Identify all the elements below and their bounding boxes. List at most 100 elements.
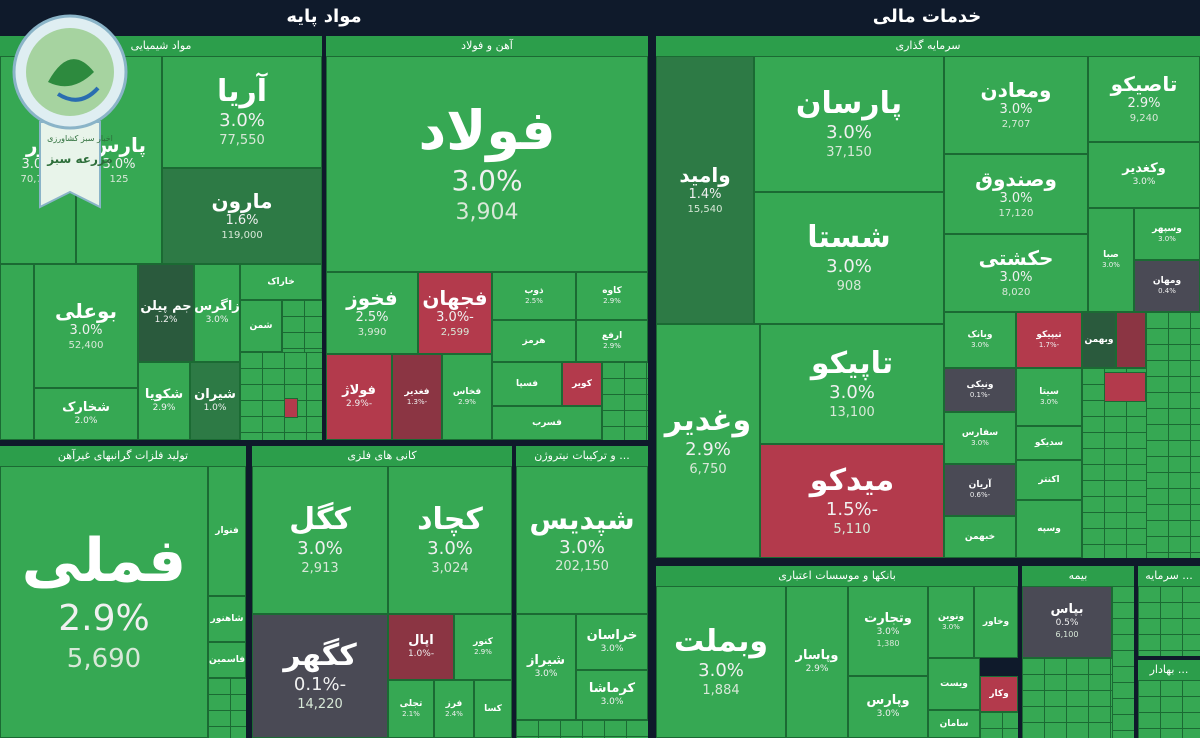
tile-zagros[interactable]: زاگرس 3.0% bbox=[194, 264, 240, 362]
tile-vbehmr[interactable]: وبهمن bbox=[1082, 312, 1116, 368]
tile-pct: 3.0% bbox=[69, 322, 103, 338]
tile-aryan[interactable]: آریان -0.6% bbox=[944, 464, 1016, 516]
small-tiles-investment[interactable] bbox=[1146, 312, 1200, 558]
tile-kharg[interactable]: شخارک 2.0% bbox=[34, 388, 138, 440]
tile-fghadir[interactable]: فغدیر -1.3% bbox=[392, 354, 442, 440]
tile-vkadir[interactable]: وکغدیر 3.0% bbox=[1088, 142, 1200, 208]
group-title-fertilizer[interactable]: ... و ترکیبات نیتروژن bbox=[516, 446, 648, 467]
small-tiles-chemical[interactable] bbox=[282, 300, 322, 352]
tile-arfa[interactable]: ارفع 2.9% bbox=[576, 320, 648, 362]
small-tiles-banks[interactable] bbox=[980, 712, 1018, 738]
tile-tipico[interactable]: تیپیکو -1.7% bbox=[1016, 312, 1082, 368]
tile-fajahan[interactable]: فجهان -3.0% 2,599 bbox=[418, 272, 492, 354]
tile-fkhooz[interactable]: فخوز 2.5% 3,990 bbox=[326, 272, 418, 354]
group-title-nonferrous[interactable]: تولید فلزات گرانبهای غیرآهن bbox=[0, 446, 246, 467]
tile-vnvin[interactable]: ونوین 3.0% bbox=[928, 586, 974, 658]
tile-vomid[interactable]: وامید 1.4% 15,540 bbox=[656, 56, 754, 324]
tile-red-medium[interactable] bbox=[1116, 312, 1146, 368]
tile-vnikki[interactable]: ونیکی -0.1% bbox=[944, 368, 1016, 412]
tile-tasico[interactable]: تاصیکو 2.9% 9,240 bbox=[1088, 56, 1200, 142]
group-title-brokerage[interactable]: ... بهادار bbox=[1138, 660, 1200, 681]
tile-vtejarat[interactable]: وتجارت 3.0% 1,380 bbox=[848, 586, 928, 676]
tile-fsepa[interactable]: فسپا bbox=[492, 362, 562, 406]
small-tiles-capital[interactable] bbox=[1138, 586, 1200, 656]
tile-bouali[interactable]: بوعلی 3.0% 52,400 bbox=[34, 264, 138, 388]
group-title-insurance[interactable]: بیمه bbox=[1022, 566, 1134, 587]
group-title-metal-mining[interactable]: کانی های فلزی bbox=[252, 446, 512, 467]
tile-apal[interactable]: اپال -1.0% bbox=[388, 614, 454, 680]
tile-foolaz[interactable]: فولاژ -2.9% bbox=[326, 354, 392, 440]
tile-foolad[interactable]: فولاد 3.0% 3,904 bbox=[326, 56, 648, 272]
small-tiles-insurance[interactable] bbox=[1112, 586, 1134, 738]
tile-khorasan[interactable]: خراسان 3.0% bbox=[576, 614, 648, 670]
tile-vpasar[interactable]: وپاسار 2.9% bbox=[786, 586, 848, 738]
tile-shaharr[interactable]: شاهنور bbox=[208, 596, 246, 642]
tile-jampilan[interactable]: جم پیلن 1.2% bbox=[138, 264, 194, 362]
tile-kasa[interactable]: کسا bbox=[474, 680, 512, 738]
tile-vghadir[interactable]: وغدیر 2.9% 6,750 bbox=[656, 324, 760, 558]
small-tiles-fertilizer[interactable] bbox=[516, 720, 648, 738]
tile-vsafar[interactable]: سفارس 3.0% bbox=[944, 412, 1016, 464]
tile-hormoz[interactable]: هرمز bbox=[492, 320, 576, 362]
tile-khazar[interactable]: خاراک bbox=[240, 264, 322, 300]
tile-bpas[interactable]: بپاس 0.5% 6,100 bbox=[1022, 586, 1112, 658]
tile-shmen[interactable]: شمن bbox=[240, 300, 282, 352]
tile-kaveh[interactable]: کاوه 2.9% bbox=[576, 272, 648, 320]
tile-vkar[interactable]: وکار bbox=[980, 676, 1018, 712]
tile-midco[interactable]: میدکو -1.5% 5,110 bbox=[760, 444, 944, 558]
tile-kechad[interactable]: کچاد 3.0% 3,024 bbox=[388, 466, 512, 614]
tile-kenoor[interactable]: کنور 2.9% bbox=[454, 614, 512, 680]
tile-aria[interactable]: آریا 3.0% 77,550 bbox=[162, 56, 322, 168]
tile-vbank[interactable]: وبانک 3.0% bbox=[944, 312, 1016, 368]
tile-shpdis[interactable]: شپدیس 3.0% 202,150 bbox=[516, 466, 648, 614]
group-title-steel[interactable]: آهن و فولاد bbox=[326, 36, 648, 57]
tile-shiraz[interactable]: شیراز 3.0% bbox=[516, 614, 576, 720]
small-tiles-brokerage[interactable] bbox=[1138, 680, 1200, 738]
tile-fnavard[interactable]: فنوار bbox=[208, 466, 246, 596]
tile-saba[interactable]: صبا 3.0% bbox=[1088, 208, 1134, 312]
tile-pct: 2.4% bbox=[445, 709, 463, 718]
group-title-banks[interactable]: بانکها و موسسات اعتباری bbox=[656, 566, 1018, 587]
tile-sdiko[interactable]: سدیکو bbox=[1016, 426, 1082, 460]
tile-shasta[interactable]: شستا 3.0% 908 bbox=[754, 192, 944, 324]
tile-shekooya[interactable]: شکویا 2.9% bbox=[138, 362, 190, 440]
tile-shiran[interactable]: شیران 1.0% bbox=[190, 362, 240, 440]
tile-kermasha[interactable]: کرماشا 3.0% bbox=[576, 670, 648, 720]
small-tiles-insurance-2[interactable] bbox=[1022, 658, 1112, 738]
tile-parsan[interactable]: پارسان 3.0% 37,150 bbox=[754, 56, 944, 192]
tile-vist[interactable]: ویست bbox=[928, 658, 980, 710]
tile-kagol[interactable]: کگل 3.0% 2,913 bbox=[252, 466, 388, 614]
tile-hekshti[interactable]: حکشتی 3.0% 8,020 bbox=[944, 234, 1088, 312]
tile-vkhavar[interactable]: وخاور bbox=[974, 586, 1018, 658]
tile-fasmin[interactable]: فاسمین bbox=[208, 642, 246, 678]
small-tiles-nonferrous[interactable] bbox=[208, 678, 246, 738]
tile-maroun[interactable]: مارون 1.6% 119,000 bbox=[162, 168, 322, 264]
tile-vmahan[interactable]: ومهان 0.4% bbox=[1134, 260, 1200, 312]
tile-fkhas[interactable]: فخاس 2.9% bbox=[442, 354, 492, 440]
tile-vmaaden[interactable]: ومعادن 3.0% 2,707 bbox=[944, 56, 1088, 154]
tile-vpars[interactable]: وپارس 3.0% bbox=[848, 676, 928, 738]
tile-kavir[interactable]: کویر bbox=[562, 362, 602, 406]
group-title-investment[interactable]: سرمایه گذاری bbox=[656, 36, 1200, 57]
tile-vsapa[interactable]: وسپه bbox=[1016, 500, 1082, 558]
tile-fameli[interactable]: فملی 2.9% 5,690 bbox=[0, 466, 208, 738]
tile-tajala[interactable]: تجلی 2.1% bbox=[388, 680, 434, 738]
tile-sita[interactable]: سیتا 3.0% bbox=[1016, 368, 1082, 426]
tile-khebahm[interactable]: خبهمن bbox=[944, 516, 1016, 558]
tile-red-tiny[interactable] bbox=[1104, 372, 1146, 402]
tile-akhsar[interactable]: اکنتر bbox=[1016, 460, 1082, 500]
tile-red-small[interactable] bbox=[284, 398, 298, 418]
tile-saman[interactable]: سامان bbox=[928, 710, 980, 738]
group-title-capital[interactable]: ... سرمایه bbox=[1138, 566, 1200, 587]
tile-tapico[interactable]: تاپیکو 3.0% 13,100 bbox=[760, 324, 944, 444]
tile-fez[interactable]: فرز 2.4% bbox=[434, 680, 474, 738]
tile-left-edge[interactable] bbox=[0, 264, 34, 440]
tile-vsepahr[interactable]: وسپهر 3.0% bbox=[1134, 208, 1200, 260]
tile-kagohar[interactable]: کگهر -0.1% 14,220 bbox=[252, 614, 388, 738]
tile-fsarzi[interactable]: فسرب bbox=[492, 406, 602, 440]
tile-vsandogh[interactable]: وصندوق 3.0% 17,120 bbox=[944, 154, 1088, 234]
tile-zob[interactable]: ذوب 2.5% bbox=[492, 272, 576, 320]
small-tiles-chemical-2[interactable] bbox=[240, 352, 322, 440]
tile-vbmelat[interactable]: وبملت 3.0% 1,884 bbox=[656, 586, 786, 738]
small-tiles-steel[interactable] bbox=[602, 362, 648, 440]
